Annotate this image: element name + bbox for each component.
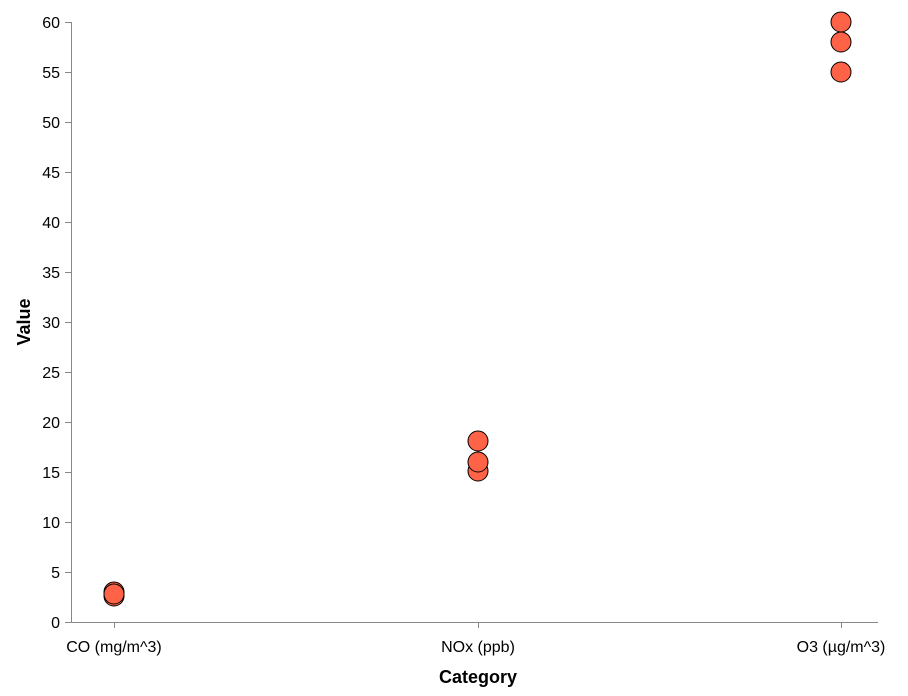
y-tick-label: 40: [42, 215, 60, 232]
x-ticks: CO (mg/m^3) NOx (ppb) O3 (µg/m^3): [66, 622, 885, 656]
data-point[interactable]: [830, 61, 852, 83]
y-tick-label: 35: [42, 265, 60, 282]
y-ticks: 0 5 10 15 20 25 30 35 40 45 50 55 60: [42, 15, 71, 632]
x-axis-title: Category: [439, 667, 517, 687]
data-point[interactable]: [830, 31, 852, 53]
y-tick-label: 10: [42, 515, 60, 532]
data-point[interactable]: [103, 583, 125, 605]
y-tick-label: 45: [42, 165, 60, 182]
data-point[interactable]: [467, 430, 489, 452]
y-tick-label: 0: [51, 615, 60, 632]
y-tick-label: 15: [42, 465, 60, 482]
data-point[interactable]: [467, 451, 489, 473]
data-points: [103, 11, 852, 607]
y-tick-label: 30: [42, 315, 60, 332]
x-tick-label: NOx (ppb): [441, 639, 515, 656]
y-tick-label: 60: [42, 15, 60, 32]
y-tick-label: 5: [51, 565, 60, 582]
y-tick-label: 50: [42, 115, 60, 132]
y-axis-title: Value: [14, 298, 34, 345]
x-tick-label: CO (mg/m^3): [66, 639, 162, 656]
x-tick-label: O3 (µg/m^3): [797, 639, 886, 656]
y-tick-label: 25: [42, 365, 60, 382]
data-point[interactable]: [830, 11, 852, 33]
x-axis: CO (mg/m^3) NOx (ppb) O3 (µg/m^3) Category: [66, 622, 885, 687]
y-tick-label: 55: [42, 65, 60, 82]
y-tick-label: 20: [42, 415, 60, 432]
y-axis: 0 5 10 15 20 25 30 35 40 45 50 55 60 Value: [14, 15, 72, 632]
